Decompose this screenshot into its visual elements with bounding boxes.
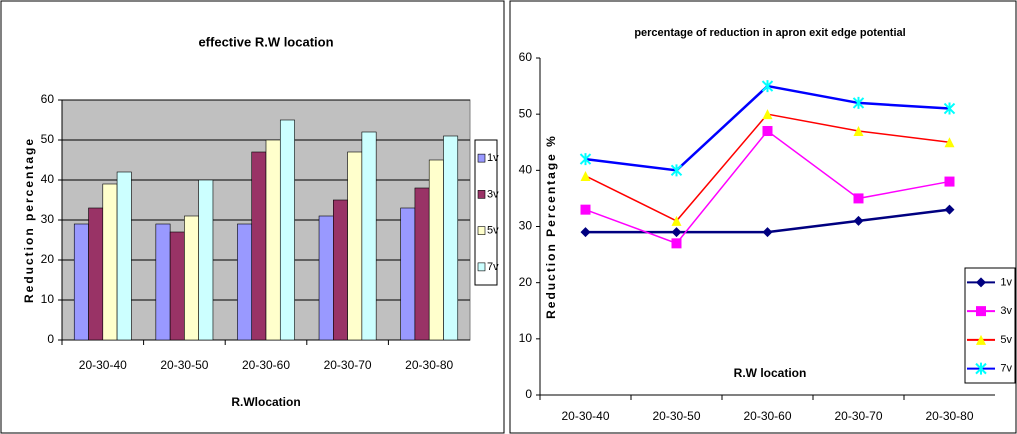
chart-title: percentage of reduction in apron exit ed… — [634, 27, 905, 39]
marker — [944, 204, 955, 215]
y-tick-label: 0 — [47, 332, 54, 346]
bar — [73, 223, 89, 341]
legend-box — [474, 139, 498, 286]
legend-marker — [976, 334, 986, 345]
y-tick-label: 20 — [41, 252, 55, 266]
bar — [237, 223, 253, 341]
y-tick-label: 20 — [519, 275, 533, 289]
y-tick-label: 40 — [519, 163, 533, 177]
y-tick-label: 40 — [41, 172, 55, 186]
x-tick-label: 20-30-50 — [652, 409, 700, 423]
x-tick-label: 20-30-70 — [834, 409, 882, 423]
x-tick-label: 20-30-80 — [925, 409, 973, 423]
bar — [279, 119, 295, 341]
y-tick-label: 30 — [41, 212, 55, 226]
marker — [671, 215, 682, 226]
bar — [428, 159, 444, 341]
bar — [400, 207, 416, 341]
legend-marker — [976, 277, 986, 288]
y-tick-label: 0 — [525, 387, 532, 401]
legend-swatch — [477, 190, 486, 199]
x-axis-title: R.Wlocation — [231, 395, 300, 409]
y-axis-title: Reduction percentage — [22, 137, 36, 303]
marker — [671, 238, 682, 249]
marker — [580, 170, 591, 181]
marker — [944, 137, 955, 148]
y-tick-label: 60 — [41, 92, 55, 106]
y-tick-label: 10 — [519, 331, 533, 345]
y-axis-title: Reduction Percentage % — [544, 134, 558, 319]
marker — [853, 126, 864, 137]
marker — [670, 164, 683, 177]
bar — [347, 151, 363, 341]
x-tick-label: 20-30-60 — [743, 409, 791, 423]
legend-label: 3v — [1000, 305, 1012, 317]
marker — [580, 227, 591, 238]
legend-box — [964, 267, 1016, 384]
bar — [102, 183, 118, 341]
bar — [333, 199, 348, 341]
bar — [184, 215, 199, 341]
marker — [671, 227, 682, 238]
x-tick-label: 20-30-70 — [324, 358, 372, 372]
legend-marker — [975, 362, 987, 375]
plot-area — [540, 58, 995, 395]
x-axis-title: R.W location — [734, 366, 807, 380]
y-tick-label: 50 — [41, 132, 55, 146]
bar — [198, 179, 214, 341]
y-tick-label: 50 — [519, 106, 533, 120]
y-tick-label: 60 — [519, 50, 533, 64]
marker — [853, 215, 864, 226]
marker — [852, 96, 865, 109]
x-tick-label: 20-30-80 — [405, 358, 453, 372]
legend-marker — [976, 306, 986, 317]
legend-swatch — [477, 153, 486, 163]
bar — [414, 187, 430, 341]
marker — [580, 204, 591, 215]
marker — [761, 80, 774, 93]
bar — [361, 131, 377, 341]
y-tick-label: 30 — [519, 219, 533, 233]
legend-label: 3v — [487, 188, 499, 200]
bar — [265, 139, 281, 341]
legend-label: 1v — [1000, 276, 1012, 288]
bar — [155, 223, 171, 341]
marker — [579, 153, 592, 166]
legend-label: 7v — [1000, 363, 1012, 375]
y-tick-label: 10 — [41, 292, 55, 306]
bar — [443, 135, 459, 341]
marker — [944, 176, 955, 187]
marker — [762, 227, 773, 238]
marker — [943, 102, 956, 115]
bar — [318, 215, 334, 341]
bar — [116, 171, 132, 341]
marker — [853, 193, 864, 204]
bar — [88, 207, 104, 341]
x-tick-label: 20-30-40 — [79, 358, 127, 372]
legend-label: 5v — [487, 225, 499, 237]
marker — [762, 126, 773, 137]
x-tick-label: 20-30-60 — [242, 358, 290, 372]
x-tick-label: 20-30-50 — [160, 358, 208, 372]
legend-swatch — [477, 226, 486, 235]
bar — [169, 231, 185, 341]
legend-label: 5v — [1000, 334, 1012, 346]
bar — [251, 151, 267, 341]
chart-title: effective R.W location — [198, 34, 333, 49]
legend-label: 7v — [487, 261, 499, 273]
legend-label: 1v — [487, 152, 499, 164]
legend-swatch — [477, 262, 486, 272]
x-tick-label: 20-30-40 — [561, 409, 609, 423]
marker — [762, 109, 773, 120]
